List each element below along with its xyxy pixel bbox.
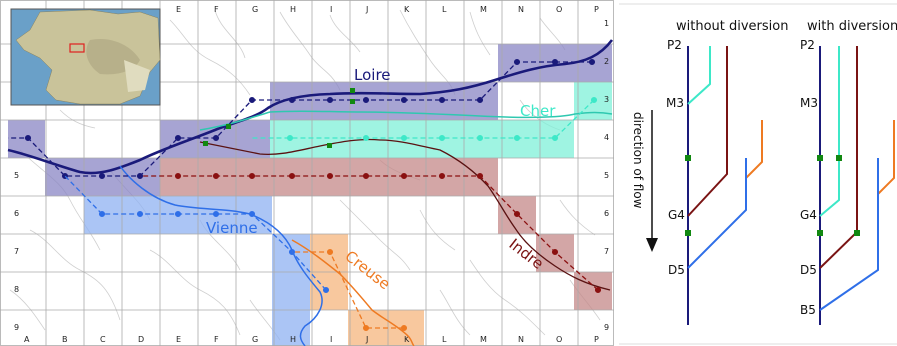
node-label: D5: [668, 263, 685, 277]
node-label: M3: [666, 96, 684, 110]
cher-label: Cher: [520, 102, 556, 120]
row-labels: 1 2 3 4 5 5 6 6 7 7 8 9 9: [14, 19, 609, 332]
cher-cells: [270, 82, 612, 158]
column-label: E: [176, 335, 181, 344]
column-label: F: [214, 5, 219, 14]
loire-river-course: [7, 39, 614, 175]
node-label: M3: [800, 96, 818, 110]
france-locator-map-icon: [10, 8, 161, 106]
column-labels-top: E F G H I J K L M N O P: [176, 5, 599, 14]
node-label: P2: [800, 38, 815, 52]
column-label: A: [24, 335, 30, 344]
column-label: D: [138, 335, 144, 344]
row-label: 2: [604, 57, 609, 66]
cher-route: [252, 96, 598, 142]
creuse-route: [292, 248, 408, 332]
column-label: O: [556, 5, 562, 14]
flow-arrow-head: [646, 238, 658, 252]
column-label: I: [330, 335, 332, 344]
node-label: G4: [668, 208, 685, 222]
row-label: 5: [14, 171, 19, 180]
column-label: G: [252, 5, 258, 14]
loire-route: [8, 58, 596, 180]
column-label: H: [290, 5, 296, 14]
map-panel: 1 2 3 4 5 5 6 6 7 7 8 9 9 E F G H I J K …: [0, 0, 614, 346]
column-label: N: [518, 335, 524, 344]
indre-river-course: [199, 138, 611, 291]
column-label: P: [594, 335, 599, 344]
row-label: 6: [14, 209, 19, 218]
diversion-markers: [203, 88, 355, 148]
column-labels-bottom: A B C D E F G H I J K L M N O P: [24, 335, 599, 344]
tree-without-diversion: [685, 46, 763, 325]
tree-with-diversion: [817, 46, 895, 325]
row-label: 7: [604, 247, 609, 256]
column-label: P: [594, 5, 599, 14]
column-label: L: [442, 335, 447, 344]
vienne-route: [64, 175, 330, 294]
network-diagram-panel: without diversion with diversion directi…: [619, 3, 897, 345]
node-label: D5: [800, 263, 817, 277]
column-label: I: [330, 5, 332, 14]
column-label: F: [214, 335, 219, 344]
without-diversion-title: without diversion: [676, 19, 788, 34]
row-label: 9: [604, 323, 609, 332]
column-label: J: [365, 335, 368, 344]
row-label: 9: [14, 323, 19, 332]
column-label: J: [365, 5, 368, 14]
column-label: N: [518, 5, 524, 14]
column-label: H: [290, 335, 296, 344]
vienne-label: Vienne: [206, 219, 258, 237]
creuse-river-course: [291, 239, 415, 346]
column-label: K: [404, 5, 410, 14]
row-label: 3: [604, 95, 609, 104]
node-label: P2: [667, 38, 682, 52]
cher-river-course: [199, 110, 613, 131]
with-diversion-title: with diversion: [807, 19, 897, 34]
column-label: M: [480, 335, 487, 344]
column-label: L: [442, 5, 447, 14]
column-label: B: [62, 335, 68, 344]
loire-label: Loire: [354, 66, 391, 84]
column-label: G: [252, 335, 258, 344]
row-label: 7: [14, 247, 19, 256]
row-label: 1: [604, 19, 609, 28]
row-label: 6: [604, 209, 609, 218]
node-label: B5: [800, 303, 816, 317]
direction-of-flow-label: direction of flow: [631, 112, 645, 209]
row-label: 8: [14, 285, 19, 294]
indre-route: [140, 172, 602, 294]
column-label: K: [404, 335, 410, 344]
row-label: 5: [604, 171, 609, 180]
row-label: 4: [604, 133, 609, 142]
column-label: O: [556, 335, 562, 344]
column-label: M: [480, 5, 487, 14]
node-label: G4: [800, 208, 817, 222]
column-label: C: [100, 335, 106, 344]
column-label: E: [176, 5, 181, 14]
